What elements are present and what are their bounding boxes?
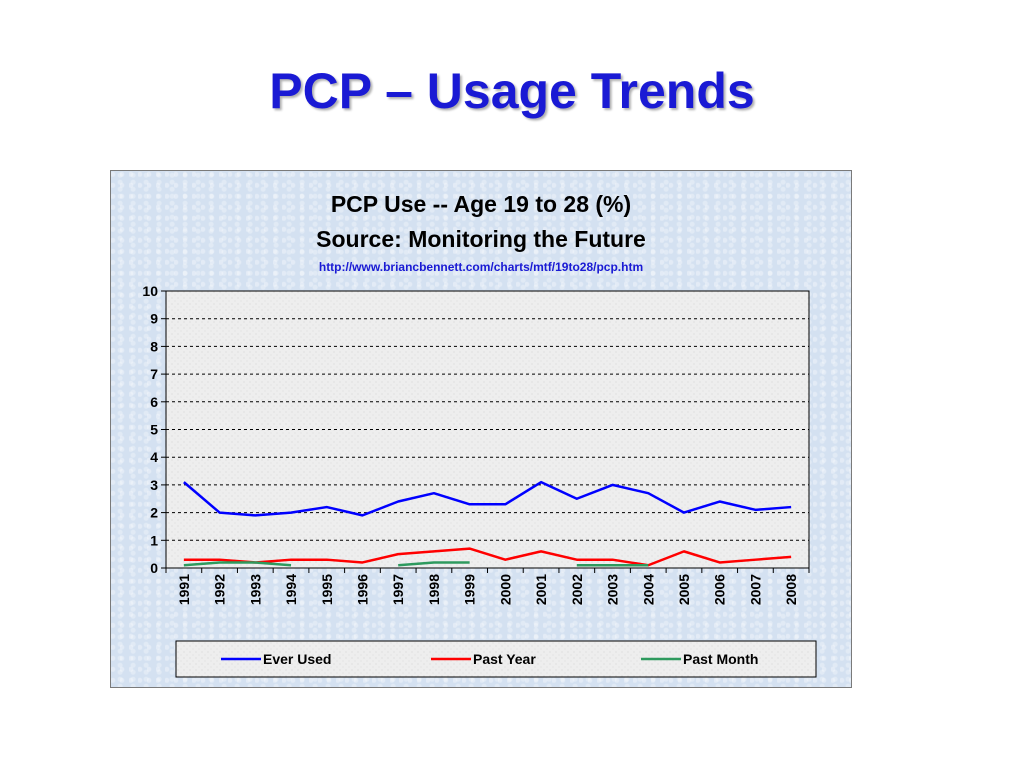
y-tick-label: 2 [150, 505, 158, 521]
legend-label-0: Ever Used [263, 651, 331, 667]
x-tick-label: 2005 [676, 574, 692, 605]
x-tick-label: 2003 [605, 574, 621, 605]
legend-label-2: Past Month [683, 651, 758, 667]
series-line-0 [183, 480, 792, 517]
chart-source-url[interactable]: http://www.briancbennett.com/charts/mtf/… [318, 260, 644, 274]
series-line-1 [183, 547, 792, 567]
x-tick-label: 2004 [640, 574, 656, 605]
x-tick-label: 2008 [783, 574, 799, 605]
y-tick-label: 8 [150, 338, 158, 354]
chart-subtitle: Source: Monitoring the Future [316, 226, 646, 252]
x-tick-label: 2002 [569, 574, 585, 605]
y-tick-label: 4 [150, 449, 158, 465]
series-line-2 [398, 561, 470, 567]
y-tick-label: 3 [150, 477, 158, 493]
chart-plot: 0 1 2 3 4 5 6 7 8 9 10 1991 1992 1993 1994 1995 1996 1997… [142, 283, 817, 678]
x-tick-label: 1998 [426, 574, 442, 605]
chart-title: PCP Use -- Age 19 to 28 (%) [330, 191, 632, 217]
series-line-2 [183, 561, 292, 567]
x-tick-label: 1995 [319, 574, 335, 605]
y-tick-label: 10 [142, 283, 158, 299]
y-tick-label: 9 [150, 311, 158, 327]
x-tick-label: 1996 [354, 574, 370, 605]
legend-label-1: Past Year [473, 651, 536, 667]
y-tick-label: 1 [150, 532, 158, 548]
x-tick-label: 1999 [462, 574, 478, 605]
x-tick-label: 2001 [533, 574, 549, 605]
x-tick-label: 1991 [176, 574, 192, 605]
x-tick-label: 1994 [283, 574, 299, 605]
y-tick-label: 5 [150, 422, 158, 438]
x-tick-label: 1997 [390, 574, 406, 605]
x-tick-label: 2006 [712, 574, 728, 605]
y-tick-label: 7 [150, 366, 158, 382]
x-tick-label: 2007 [747, 574, 763, 605]
chart-frame: PCP Use -- Age 19 to 28 (%) Source: Moni… [110, 170, 852, 688]
y-tick-label: 0 [150, 560, 158, 576]
x-tick-label: 1993 [247, 574, 263, 605]
legend-box [175, 640, 817, 678]
x-tick-label: 2000 [497, 574, 513, 605]
x-tick-label: 1992 [212, 574, 228, 605]
y-tick-label: 6 [150, 394, 158, 410]
slide-title: PCP – Usage Trends [269, 63, 755, 119]
